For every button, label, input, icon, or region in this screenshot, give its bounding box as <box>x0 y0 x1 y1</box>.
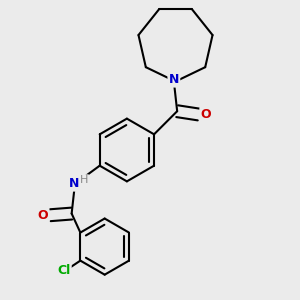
Text: H: H <box>80 175 88 185</box>
Text: N: N <box>68 177 79 190</box>
Text: N: N <box>169 73 179 86</box>
Text: Cl: Cl <box>57 264 70 277</box>
Text: O: O <box>38 209 48 222</box>
Text: O: O <box>201 108 211 121</box>
